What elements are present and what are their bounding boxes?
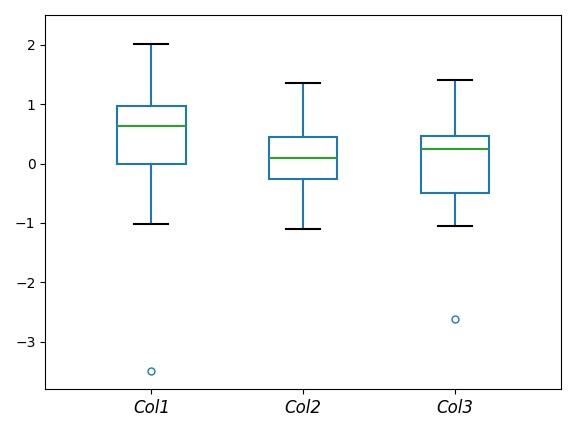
PathPatch shape xyxy=(118,107,185,164)
PathPatch shape xyxy=(420,136,489,193)
PathPatch shape xyxy=(269,137,337,179)
